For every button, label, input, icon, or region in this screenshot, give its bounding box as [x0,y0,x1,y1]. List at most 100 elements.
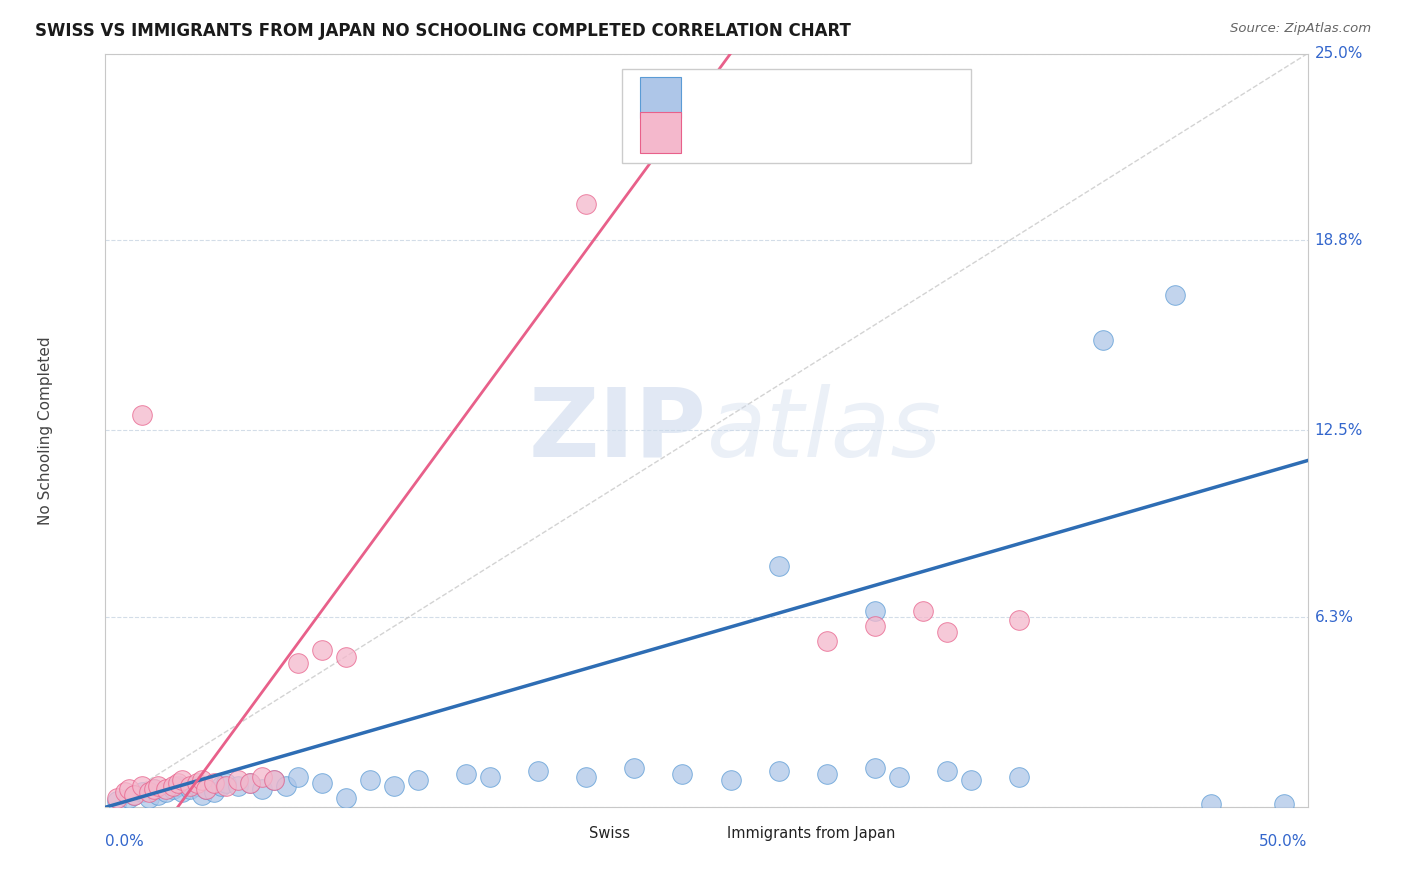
Point [162,782,184,797]
Point [226,779,249,793]
Point [195,782,218,797]
Point [274,779,297,793]
Point [155,782,177,797]
Point [479,770,502,784]
Point [214,779,236,793]
Point [335,649,357,664]
Point [1092,333,1115,347]
Point [190,788,212,802]
Point [172,785,194,799]
Point [226,773,249,788]
Text: SWISS VS IMMIGRANTS FROM JAPAN NO SCHOOLING COMPLETED CORRELATION CHART: SWISS VS IMMIGRANTS FROM JAPAN NO SCHOOL… [35,22,851,40]
Point [209,779,232,793]
Point [623,761,645,775]
Text: Source: ZipAtlas.com: Source: ZipAtlas.com [1230,22,1371,36]
Point [311,776,333,790]
Point [936,764,959,778]
Point [359,773,381,788]
Text: N = 32: N = 32 [839,122,901,140]
Point [186,779,208,793]
Point [911,604,934,618]
Point [671,767,693,781]
Text: 0.0%: 0.0% [105,834,145,848]
Point [190,773,212,788]
Point [768,559,790,574]
Point [287,656,309,670]
Point [768,764,790,778]
Point [887,770,910,784]
Point [148,788,170,802]
Point [142,782,165,797]
Point [1008,613,1031,627]
Point [107,791,129,805]
Point [166,779,188,793]
Point [118,782,141,797]
Text: ZIP: ZIP [529,384,707,477]
Point [335,791,357,805]
Point [575,770,598,784]
Point [195,782,218,797]
Point [148,779,170,793]
FancyBboxPatch shape [640,77,682,118]
Text: 12.5%: 12.5% [1315,423,1362,438]
Text: 6.3%: 6.3% [1315,610,1354,624]
Point [406,773,429,788]
Point [202,785,225,799]
Point [1164,287,1187,301]
Point [960,773,983,788]
Point [166,776,188,790]
Point [263,773,285,788]
Point [162,779,184,793]
Point [172,773,194,788]
Point [936,625,959,640]
Text: atlas: atlas [707,384,942,477]
Text: 25.0%: 25.0% [1315,46,1362,61]
Point [575,197,598,211]
Point [107,794,129,808]
Point [138,791,160,805]
Text: N = 48: N = 48 [839,86,901,104]
Point [454,767,477,781]
Point [250,782,273,797]
Point [179,779,201,793]
Text: No Schooling Completed: No Schooling Completed [38,336,53,524]
Point [155,785,177,799]
Point [720,773,742,788]
Point [239,776,262,790]
Point [863,604,886,618]
Point [118,791,141,805]
Point [863,761,886,775]
Text: Swiss: Swiss [589,826,630,841]
Point [131,785,153,799]
Text: 18.8%: 18.8% [1315,233,1362,248]
Point [382,779,405,793]
Point [287,770,309,784]
Point [263,773,285,788]
Point [1201,797,1223,812]
Point [114,785,136,799]
Point [131,409,153,423]
Point [202,776,225,790]
Text: Immigrants from Japan: Immigrants from Japan [727,826,896,841]
Point [186,776,208,790]
Point [124,788,146,802]
Point [1008,770,1031,784]
Point [142,782,165,797]
Text: R = 0.670: R = 0.670 [690,86,790,104]
FancyBboxPatch shape [686,821,721,847]
Point [131,779,153,793]
Point [250,770,273,784]
FancyBboxPatch shape [640,112,682,153]
FancyBboxPatch shape [623,69,972,163]
Point [124,788,146,802]
Point [815,767,838,781]
Point [311,643,333,657]
Point [138,785,160,799]
Point [179,782,201,797]
Point [527,764,550,778]
Point [1272,797,1295,812]
FancyBboxPatch shape [548,821,582,847]
Point [239,776,262,790]
Text: 50.0%: 50.0% [1260,834,1308,848]
Point [815,634,838,648]
